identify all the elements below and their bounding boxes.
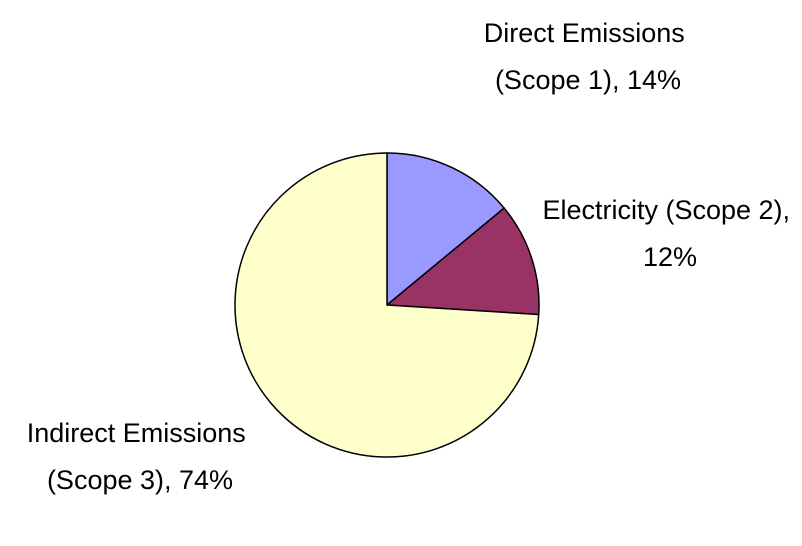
- data-label: Electricity (Scope 2), 12%: [542, 195, 797, 272]
- data-label-line: Electricity (Scope 2),: [542, 195, 797, 225]
- pie-slice: [385, 207, 540, 316]
- pie-slice: [386, 152, 506, 307]
- data-label-line: (Scope 3), 74%: [47, 465, 233, 495]
- data-label-line: 12%: [643, 242, 697, 272]
- data-label: Indirect Emissions (Scope 3), 74%: [27, 418, 254, 495]
- data-label-line: (Scope 1), 14%: [495, 65, 681, 95]
- data-label: Direct Emissions (Scope 1), 14%: [484, 18, 693, 95]
- pie-slice: [234, 152, 540, 458]
- data-label-line: Direct Emissions: [484, 18, 693, 48]
- data-label-line: Indirect Emissions: [27, 418, 254, 448]
